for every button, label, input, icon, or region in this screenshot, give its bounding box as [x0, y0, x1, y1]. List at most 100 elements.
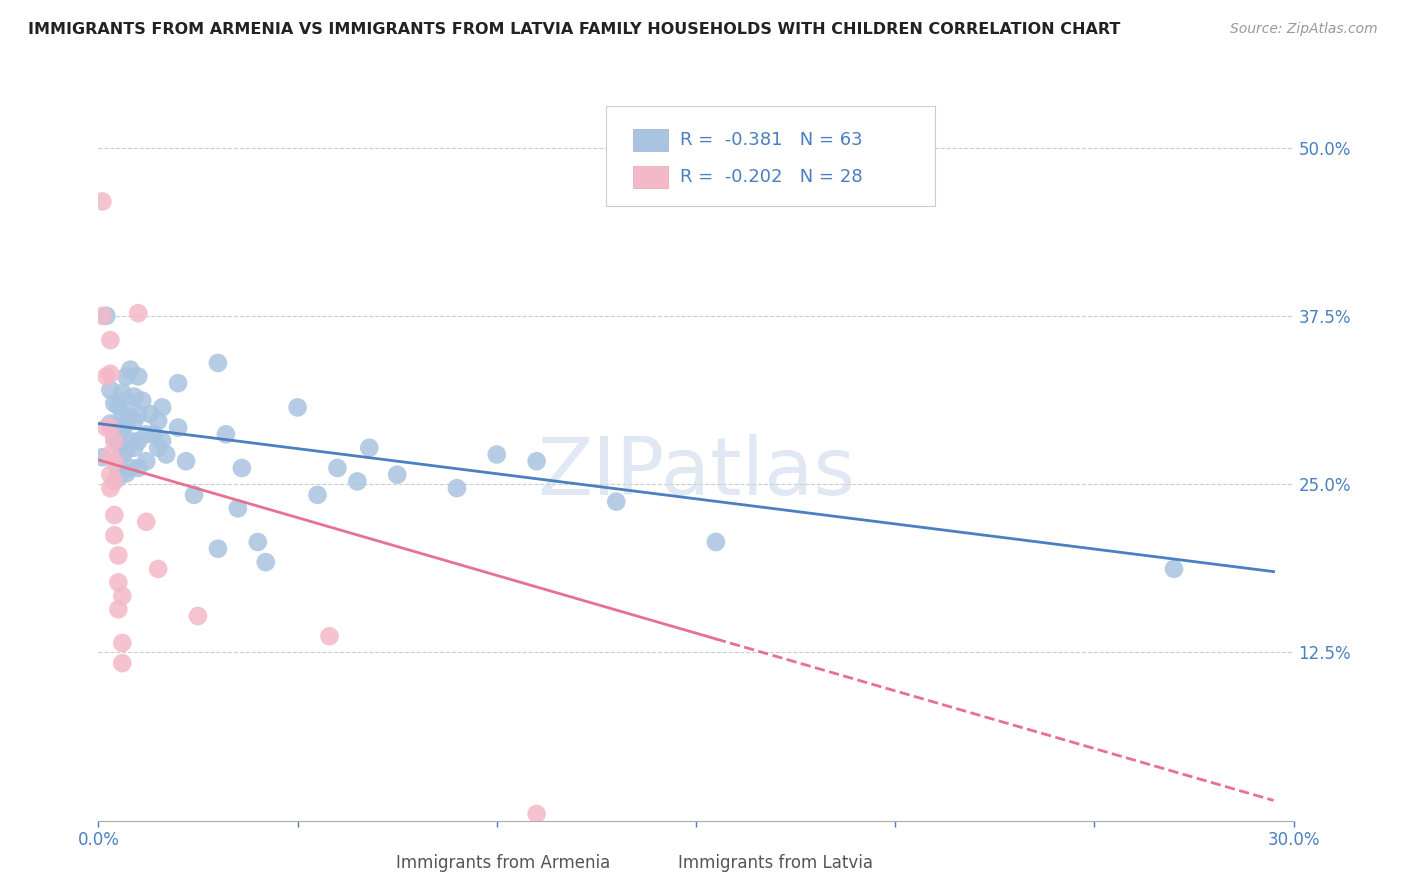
Point: [91, 194, 114, 209]
Point: [98, 367, 122, 381]
Point: [187, 609, 209, 624]
Point: [98, 333, 122, 347]
Point: [246, 535, 269, 549]
Point: [96, 309, 118, 323]
Point: [96, 369, 118, 384]
Point: [704, 535, 727, 549]
Point: [231, 461, 253, 475]
Point: [107, 399, 129, 413]
Point: [115, 417, 138, 431]
Point: [226, 501, 249, 516]
Point: [111, 636, 134, 650]
FancyBboxPatch shape: [633, 166, 668, 188]
Point: [124, 441, 146, 455]
Point: [127, 369, 149, 384]
Point: [107, 436, 129, 450]
Point: [91, 450, 114, 465]
Point: [91, 309, 114, 323]
Text: Source: ZipAtlas.com: Source: ZipAtlas.com: [1230, 22, 1378, 37]
Point: [107, 464, 129, 478]
Point: [287, 401, 309, 415]
Point: [111, 656, 134, 670]
Point: [135, 454, 157, 468]
Point: [143, 427, 166, 442]
Point: [120, 461, 142, 475]
Point: [98, 383, 122, 397]
Point: [318, 629, 340, 643]
Point: [139, 407, 162, 421]
Point: [207, 356, 229, 370]
Point: [120, 434, 142, 448]
Point: [103, 475, 125, 489]
Point: [124, 414, 146, 428]
Point: [307, 488, 329, 502]
Point: [135, 427, 157, 442]
Point: [127, 434, 149, 448]
Point: [111, 423, 134, 437]
Text: R =  -0.381   N = 63: R = -0.381 N = 63: [681, 131, 863, 149]
Point: [107, 549, 129, 563]
Point: [124, 390, 146, 404]
Point: [148, 441, 170, 455]
Point: [215, 427, 238, 442]
Point: [1163, 562, 1185, 576]
Point: [127, 461, 149, 475]
Point: [148, 414, 170, 428]
Point: [127, 306, 149, 320]
Text: R =  -0.202   N = 28: R = -0.202 N = 28: [681, 169, 863, 186]
Point: [103, 396, 125, 410]
Point: [526, 454, 548, 468]
FancyBboxPatch shape: [606, 106, 935, 206]
Point: [103, 434, 125, 448]
Point: [107, 602, 129, 616]
FancyBboxPatch shape: [633, 129, 668, 152]
Point: [107, 575, 129, 590]
Point: [254, 555, 277, 569]
Point: [115, 369, 138, 384]
Point: [98, 467, 122, 482]
Point: [605, 494, 627, 508]
Point: [131, 393, 153, 408]
Point: [98, 417, 122, 431]
Point: [111, 448, 134, 462]
Point: [183, 488, 205, 502]
Point: [485, 448, 508, 462]
Point: [120, 362, 142, 376]
Point: [526, 806, 548, 821]
Point: [111, 589, 134, 603]
Point: [98, 481, 122, 495]
Point: [127, 407, 149, 421]
Point: [167, 420, 190, 434]
Point: [207, 541, 229, 556]
Point: [326, 461, 349, 475]
Point: [120, 409, 142, 424]
Point: [98, 420, 122, 434]
Point: [103, 454, 125, 468]
Text: IMMIGRANTS FROM ARMENIA VS IMMIGRANTS FROM LATVIA FAMILY HOUSEHOLDS WITH CHILDRE: IMMIGRANTS FROM ARMENIA VS IMMIGRANTS FR…: [28, 22, 1121, 37]
Text: ZIPatlas: ZIPatlas: [537, 434, 855, 512]
Point: [150, 401, 173, 415]
Point: [98, 448, 122, 462]
Point: [385, 467, 409, 482]
Point: [446, 481, 468, 495]
Point: [155, 448, 177, 462]
Point: [115, 443, 138, 458]
Point: [174, 454, 197, 468]
Point: [111, 409, 134, 424]
Point: [346, 475, 368, 489]
Point: [150, 434, 173, 448]
Point: [107, 470, 129, 484]
Point: [115, 393, 138, 408]
Point: [115, 467, 138, 481]
Text: Immigrants from Armenia: Immigrants from Armenia: [395, 855, 610, 872]
Point: [103, 508, 125, 522]
Point: [103, 528, 125, 542]
Point: [135, 515, 157, 529]
Point: [167, 376, 190, 391]
Point: [359, 441, 381, 455]
Point: [111, 385, 134, 400]
Point: [148, 562, 170, 576]
Text: Immigrants from Latvia: Immigrants from Latvia: [678, 855, 873, 872]
Point: [96, 420, 118, 434]
Point: [103, 430, 125, 444]
